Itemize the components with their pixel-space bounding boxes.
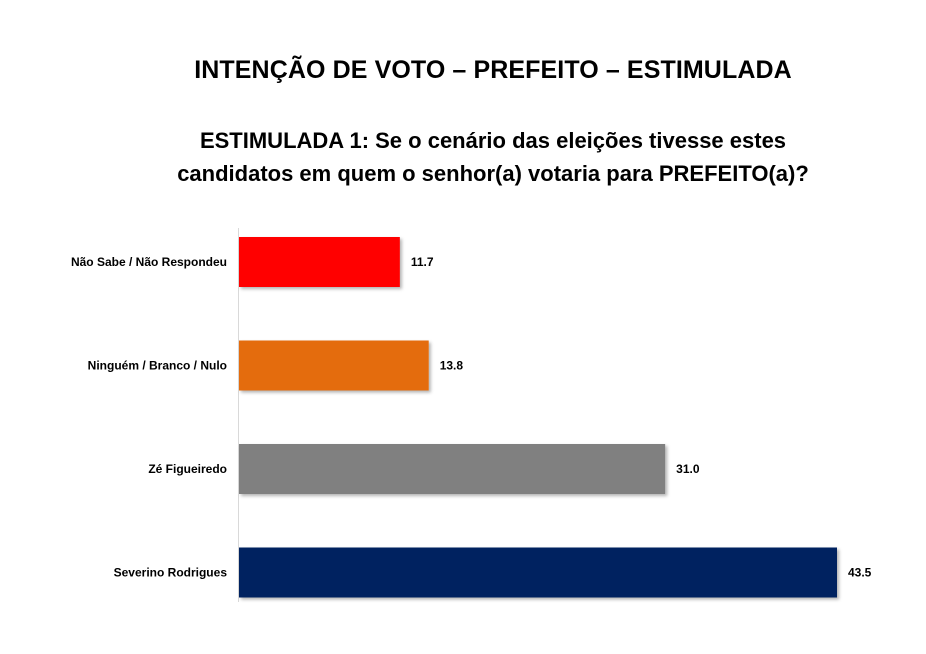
bar-1	[239, 340, 429, 391]
subtitle-line-1: ESTIMULADA 1: Se o cenário das eleições …	[199, 128, 787, 153]
chart-title: INTENÇÃO DE VOTO – PREFEITO – ESTIMULADA	[194, 56, 792, 84]
bar-2	[239, 444, 666, 494]
bar-3	[239, 547, 837, 598]
category-label-0: Não Sabe / Não Respondeu	[71, 255, 227, 269]
value-label-2: 31.0	[676, 462, 700, 476]
category-label-3: Severino Rodrigues	[114, 566, 228, 580]
value-label-0: 11.7	[411, 255, 434, 269]
value-label-3: 43.5	[848, 566, 872, 580]
category-label-1: Ninguém / Branco / Nulo	[88, 359, 227, 373]
category-label-2: Zé Figueiredo	[148, 462, 227, 476]
bar-0	[239, 237, 400, 287]
value-label-1: 13.8	[440, 359, 464, 373]
chart-subtitle: ESTIMULADA 1: Se o cenário das eleições …	[0, 124, 926, 190]
subtitle-line-2: candidatos em quem o senhor(a) votaria p…	[177, 161, 809, 186]
